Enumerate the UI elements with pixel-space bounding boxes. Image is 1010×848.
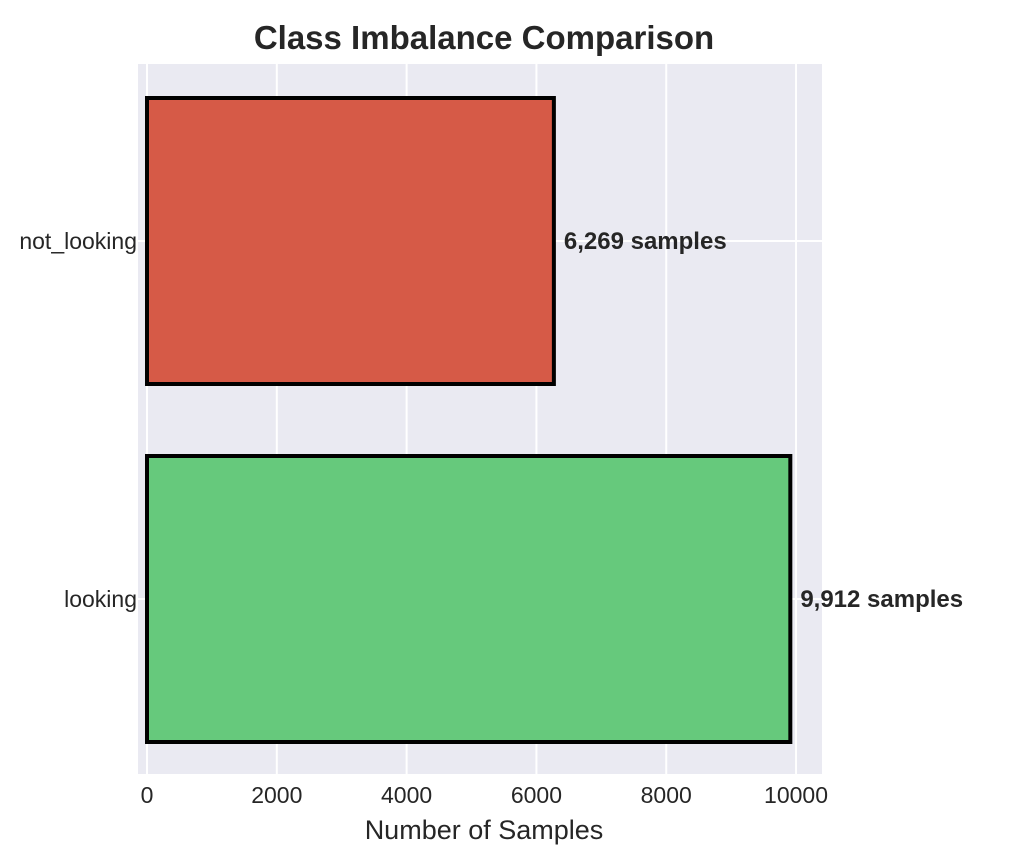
x-axis-label: Number of Samples bbox=[365, 815, 604, 845]
data-labels: 6,269 samples 9,912 samples bbox=[564, 228, 963, 613]
x-tick-label: 2000 bbox=[251, 782, 302, 808]
x-tick-label: 6000 bbox=[511, 782, 562, 808]
x-tick-labels: 0 2000 4000 6000 8000 10000 bbox=[141, 782, 828, 808]
x-tick-label: 0 bbox=[141, 782, 154, 808]
y-tick-label: not_looking bbox=[19, 228, 137, 254]
bar-not_looking bbox=[145, 96, 556, 386]
data-label-not_looking: 6,269 samples bbox=[564, 228, 727, 255]
data-label-looking: 9,912 samples bbox=[800, 586, 963, 613]
bars bbox=[145, 96, 793, 744]
chart-title: Class Imbalance Comparison bbox=[254, 19, 714, 56]
x-tick-label: 8000 bbox=[641, 782, 692, 808]
y-tick-label: looking bbox=[64, 586, 137, 612]
bar-looking bbox=[145, 454, 793, 744]
x-tick-label: 10000 bbox=[764, 782, 828, 808]
x-tick-label: 4000 bbox=[381, 782, 432, 808]
